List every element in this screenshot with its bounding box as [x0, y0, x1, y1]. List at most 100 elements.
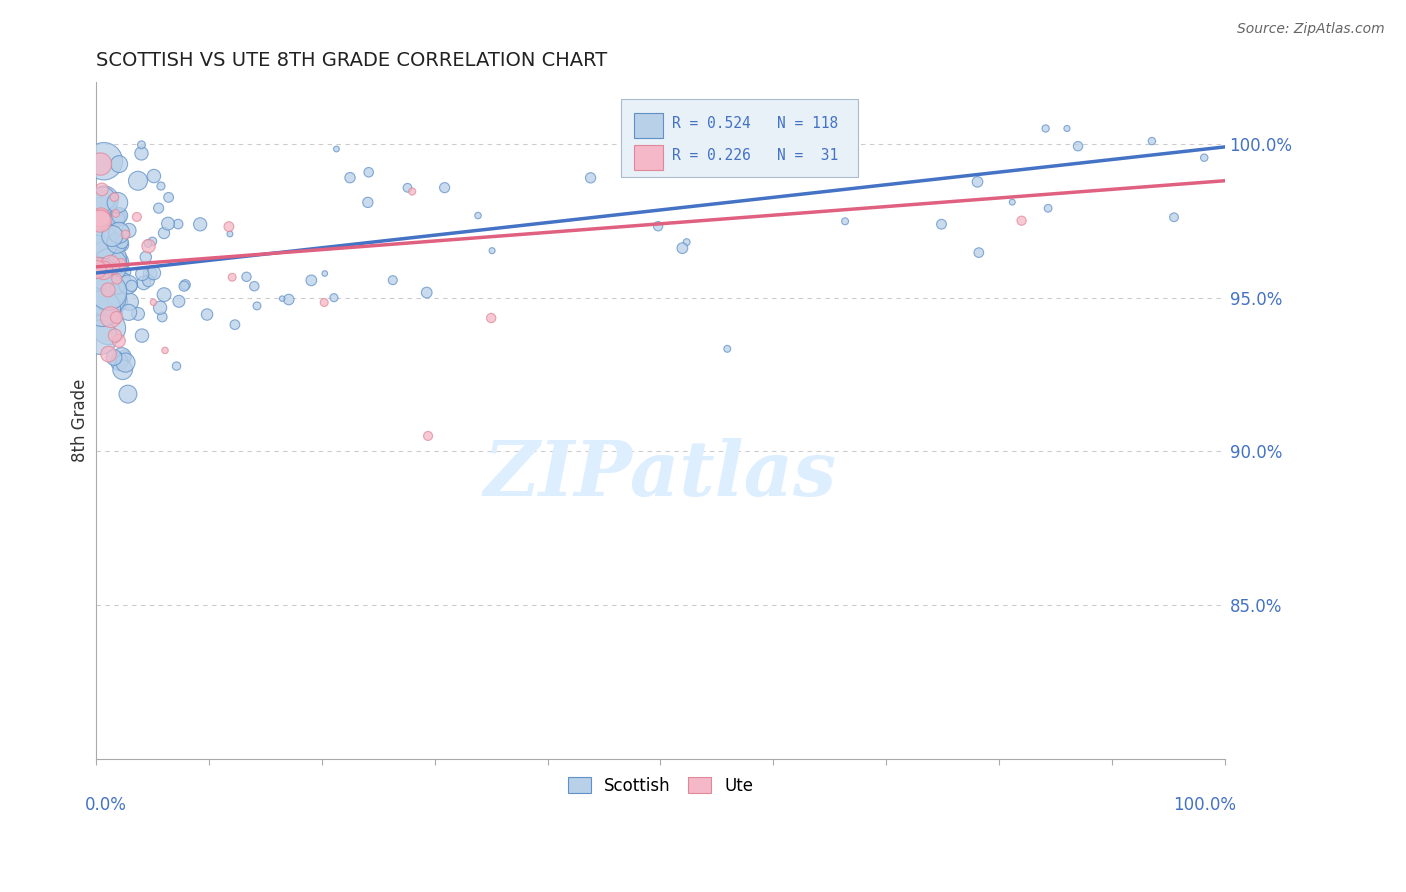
Point: [357, 195, 380, 210]
Point: [433, 180, 456, 194]
Point: [90, 211, 112, 225]
Point: [481, 244, 503, 258]
Point: [114, 355, 136, 369]
Point: [105, 212, 128, 227]
Point: [111, 274, 134, 288]
Point: [195, 308, 218, 322]
Point: [1011, 213, 1033, 227]
Point: [86, 293, 108, 307]
Point: [118, 294, 141, 309]
Point: [104, 206, 127, 220]
Point: [415, 285, 437, 300]
Point: [105, 272, 128, 286]
Point: [142, 169, 165, 183]
Point: [243, 279, 266, 293]
Point: [121, 278, 143, 293]
Point: [104, 328, 127, 343]
Point: [142, 266, 165, 280]
Point: [96, 289, 118, 303]
Point: [90, 266, 112, 280]
Point: [357, 165, 380, 179]
Point: [323, 291, 346, 305]
Point: [97, 347, 120, 361]
Point: [381, 273, 404, 287]
Point: [93, 193, 115, 207]
Point: [108, 354, 131, 368]
Point: [136, 236, 159, 251]
Point: [1056, 121, 1078, 136]
Point: [467, 209, 489, 223]
Point: [89, 214, 111, 228]
Point: [100, 298, 122, 312]
Point: [125, 210, 148, 224]
Point: [150, 179, 173, 194]
Point: [86, 274, 108, 288]
Point: [138, 239, 160, 253]
Point: [108, 209, 131, 223]
Point: [89, 212, 111, 227]
Point: [117, 277, 139, 292]
Point: [416, 429, 439, 443]
Point: [967, 245, 990, 260]
Point: [325, 142, 347, 156]
Point: [153, 226, 176, 240]
Point: [107, 195, 129, 210]
Point: [1192, 151, 1215, 165]
Point: [86, 259, 108, 273]
Point: [141, 235, 163, 249]
Point: [1140, 134, 1163, 148]
Point: [675, 235, 697, 249]
Point: [105, 235, 128, 250]
Point: [142, 295, 165, 310]
Point: [127, 307, 149, 321]
Point: [671, 241, 693, 255]
Point: [579, 170, 602, 185]
Point: [167, 294, 190, 309]
Point: [131, 137, 153, 152]
Bar: [621, 99, 858, 177]
Point: [174, 277, 197, 292]
Point: [91, 301, 114, 316]
Point: [90, 182, 112, 196]
Point: [97, 283, 120, 297]
Point: [339, 170, 361, 185]
Text: Source: ZipAtlas.com: Source: ZipAtlas.com: [1237, 22, 1385, 37]
Bar: [634, 145, 662, 170]
Point: [112, 350, 135, 364]
Point: [117, 387, 139, 401]
Point: [100, 310, 122, 325]
Point: [93, 154, 115, 169]
Point: [104, 287, 127, 301]
Point: [111, 362, 134, 376]
Point: [149, 301, 172, 315]
Point: [107, 209, 129, 223]
Point: [246, 299, 269, 313]
Point: [107, 255, 129, 269]
Point: [131, 267, 153, 281]
Point: [834, 214, 856, 228]
Point: [107, 294, 129, 309]
Point: [396, 181, 419, 195]
Point: [93, 263, 115, 277]
Point: [277, 293, 299, 307]
Text: ZIPatlas: ZIPatlas: [484, 438, 837, 512]
Point: [1036, 201, 1059, 215]
Point: [271, 292, 294, 306]
Point: [221, 270, 243, 285]
Point: [131, 146, 153, 161]
Point: [173, 279, 195, 293]
Point: [86, 246, 108, 260]
Point: [135, 250, 157, 264]
Point: [103, 351, 125, 365]
Point: [166, 359, 188, 373]
Point: [148, 201, 170, 215]
Point: [103, 305, 125, 319]
Point: [89, 264, 111, 278]
Point: [110, 257, 132, 271]
Point: [103, 190, 125, 204]
Point: [91, 192, 114, 206]
Point: [108, 226, 131, 240]
Point: [314, 295, 336, 310]
Point: [167, 217, 190, 231]
Point: [1035, 121, 1057, 136]
